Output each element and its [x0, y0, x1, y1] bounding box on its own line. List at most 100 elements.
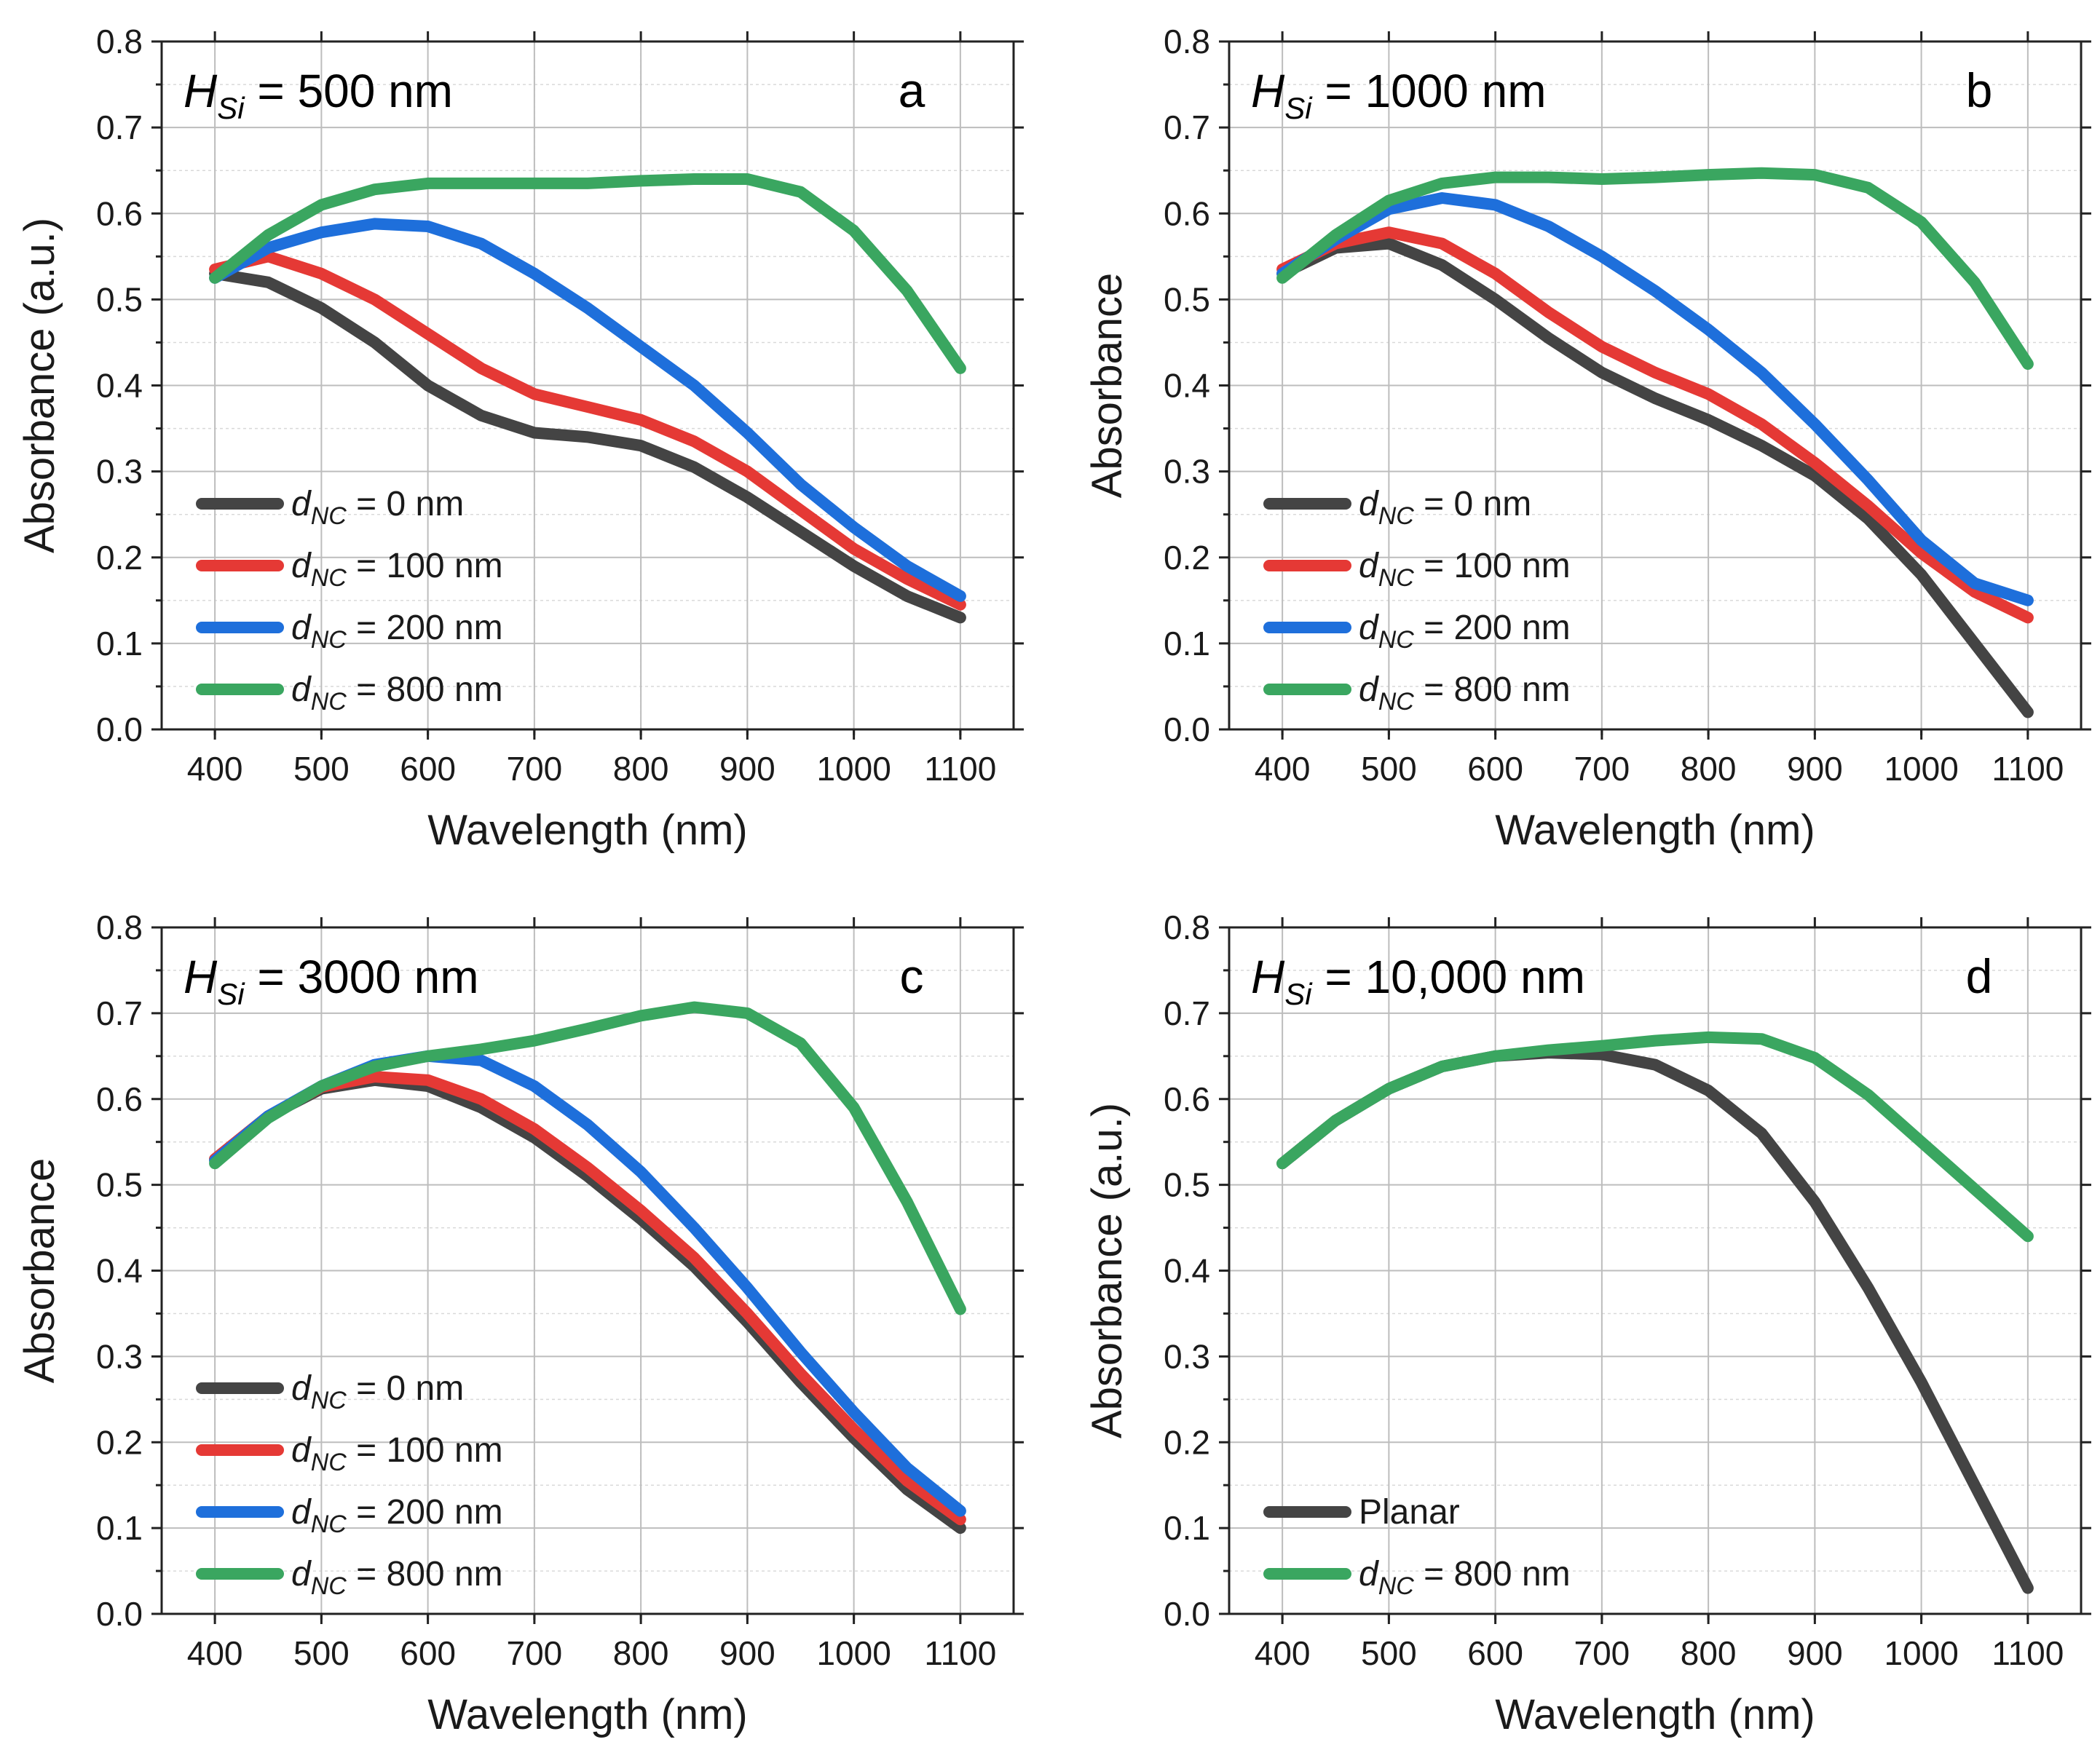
panel-letter: c — [900, 949, 924, 1003]
legend-var: d — [291, 609, 312, 647]
y-tick-label: 0.1 — [96, 1509, 143, 1547]
y-tick-label: 0.1 — [1164, 1509, 1210, 1547]
legend-value: = 800 nm — [1414, 1555, 1571, 1593]
legend-label-200: dNC = 200 nm — [291, 1493, 503, 1538]
chart-panel-c: 400 500 600 700 800 900 1000 1100 0.0 0.1 0.2 0.3 0.… — [16, 908, 1024, 1738]
hsi-var: H — [1251, 65, 1285, 117]
x-tick-label: 400 — [187, 1634, 243, 1672]
x-tick-label: 800 — [1681, 750, 1737, 788]
x-tick-label: 1000 — [1884, 1634, 1958, 1672]
legend-sub: NC — [1378, 1572, 1415, 1600]
x-tick-label: 600 — [1467, 750, 1523, 788]
y-tick-label: 0.6 — [96, 1080, 143, 1118]
legend-var: d — [1359, 1555, 1379, 1593]
y-tick-label: 0.2 — [96, 1423, 143, 1461]
x-tick-label: 700 — [507, 1634, 563, 1672]
y-tick-label: 0.3 — [96, 453, 143, 491]
hsi-sub: Si — [217, 91, 245, 125]
legend-value: = 0 nm — [347, 1369, 464, 1408]
y-tick-label: 0.3 — [1164, 1337, 1210, 1375]
legend-value: = 200 nm — [1414, 609, 1571, 647]
legend-value: = 200 nm — [347, 1493, 503, 1532]
legend-var: d — [291, 1369, 312, 1408]
y-tick-label: 0.7 — [1164, 108, 1210, 146]
x-tick-label: 900 — [1787, 750, 1843, 788]
y-axis-label: Absorbance (a.u.) — [16, 218, 63, 553]
hsi-sub: Si — [1284, 977, 1313, 1011]
legend-sub: NC — [311, 1387, 347, 1414]
y-tick-label: 0.2 — [1164, 539, 1210, 577]
chart-panel-d: 400 500 600 700 800 900 1000 1100 0.0 0.1 0.2 0.3 0.… — [1083, 908, 2091, 1738]
legend-sub: NC — [1378, 688, 1415, 716]
y-tick-label: 0.3 — [1164, 453, 1210, 491]
hsi-value: = 3000 nm — [245, 951, 479, 1003]
legend-label-800: dNC = 800 nm — [1359, 670, 1571, 716]
x-tick-label: 1000 — [816, 750, 891, 788]
legend-value: = 200 nm — [347, 609, 503, 647]
legend-var: d — [291, 485, 312, 523]
y-tick-label: 0.1 — [96, 625, 143, 662]
x-tick-label: 1100 — [924, 1634, 996, 1672]
x-tick-label: 800 — [613, 1634, 669, 1672]
legend-var: d — [291, 1493, 312, 1532]
legend-sub: NC — [1378, 564, 1415, 592]
chart-panel-b: 400 500 600 700 800 900 1000 1100 0.0 0.1 0.2 0.3 0.… — [1083, 23, 2091, 854]
legend-label-0: dNC = 0 nm — [291, 1369, 464, 1414]
hsi-sub: Si — [1284, 91, 1313, 125]
legend-sub: NC — [311, 502, 347, 530]
x-tick-label: 700 — [507, 750, 563, 788]
legend-label-800: dNC = 800 nm — [291, 1555, 503, 1600]
legend-sub: NC — [311, 564, 347, 592]
y-tick-label: 0.2 — [96, 539, 143, 577]
y-tick-label: 0.6 — [1164, 194, 1210, 232]
legend-var: d — [1359, 670, 1379, 709]
legend-var: d — [1359, 485, 1379, 523]
hsi-title: HSi = 3000 nm — [183, 951, 479, 1011]
y-tick-label: 0.3 — [96, 1337, 143, 1375]
x-tick-label: 500 — [1361, 1634, 1417, 1672]
x-axis-label: Wavelength (nm) — [427, 1691, 747, 1738]
x-tick-label: 400 — [187, 750, 243, 788]
y-tick-label: 0.8 — [1164, 23, 1210, 60]
x-tick-label: 600 — [400, 750, 456, 788]
y-tick-label: 0.8 — [1164, 908, 1210, 946]
legend-label-Planar: Planar — [1359, 1493, 1460, 1532]
x-tick-label: 500 — [293, 750, 350, 788]
y-tick-label: 0.7 — [96, 108, 143, 146]
series-line-b-100 — [1276, 226, 2034, 624]
hsi-sub: Si — [217, 977, 245, 1011]
x-tick-label: 700 — [1574, 750, 1630, 788]
y-tick-label: 0.7 — [1164, 994, 1210, 1032]
x-tick-label: 900 — [719, 1634, 775, 1672]
legend-sub: NC — [1378, 626, 1415, 654]
x-tick-label: 400 — [1255, 1634, 1311, 1672]
series-line-a-200 — [209, 218, 966, 602]
legend-label-100: dNC = 100 nm — [291, 1431, 503, 1476]
y-tick-label: 0.6 — [1164, 1080, 1210, 1118]
series-line-b-800 — [1276, 167, 2034, 370]
panel-letter: a — [899, 63, 925, 117]
y-tick-label: 0.5 — [1164, 280, 1210, 318]
legend-value: = 100 nm — [1414, 547, 1571, 585]
x-tick-label: 700 — [1574, 1634, 1630, 1672]
y-tick-label: 0.0 — [96, 1595, 143, 1633]
x-tick-label: 600 — [400, 1634, 456, 1672]
legend-value: = 0 nm — [347, 485, 464, 523]
hsi-var: H — [183, 951, 218, 1003]
legend-value: = 0 nm — [1414, 485, 1531, 523]
x-tick-label: 1000 — [816, 1634, 891, 1672]
legend-value: = 100 nm — [347, 1431, 503, 1470]
legend-var: d — [291, 1555, 312, 1593]
y-tick-label: 0.5 — [1164, 1166, 1210, 1204]
y-tick-label: 0.4 — [1164, 367, 1210, 405]
legend-sub: NC — [1378, 502, 1415, 530]
legend-label-100: dNC = 100 nm — [1359, 547, 1571, 592]
legend-value: = 800 nm — [347, 670, 503, 709]
legend-value: = 800 nm — [347, 1555, 503, 1593]
legend-sub: NC — [311, 1572, 347, 1600]
legend-label-100: dNC = 100 nm — [291, 547, 503, 592]
x-tick-label: 1100 — [924, 750, 996, 788]
legend-label-200: dNC = 200 nm — [1359, 609, 1571, 654]
x-tick-label: 800 — [1681, 1634, 1737, 1672]
hsi-var: H — [1251, 951, 1285, 1003]
